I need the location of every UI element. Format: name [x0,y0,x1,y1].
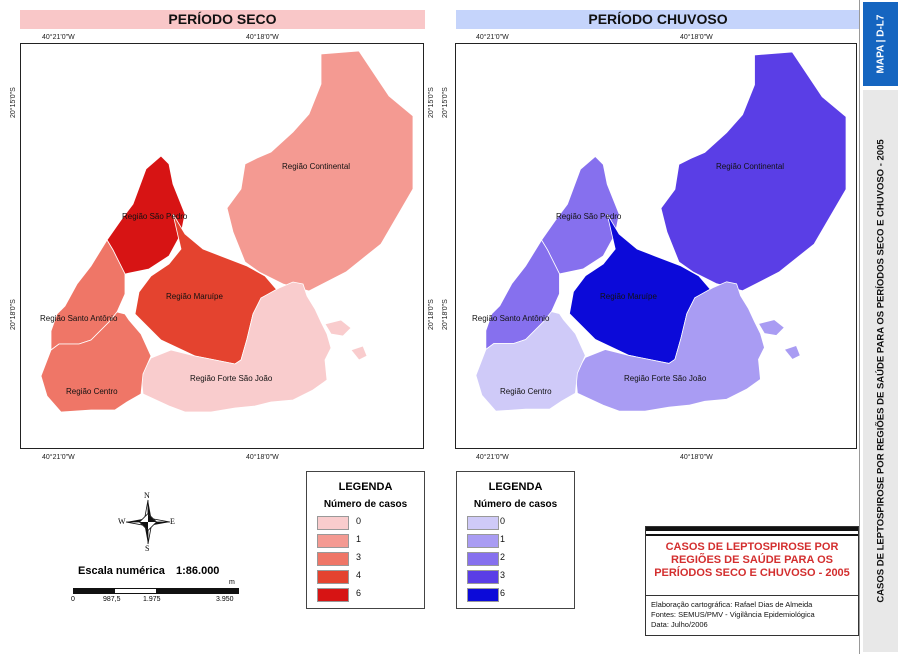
seco-legend-subtitle: Número de casos [323,499,408,510]
seco-region-sao-pedro [106,155,186,275]
chuvoso-legend-label-0: 0 [500,516,506,526]
seco-legend-title: LEGENDA [338,481,393,493]
seco-legend-label-4: 6 [356,588,362,598]
seco-tick-right-1: 20°15'0"S [428,87,435,118]
seco-map-svg [40,50,414,413]
chuvoso-legend-title: LEGENDA [488,481,543,493]
chuvoso-region-forte-sao-joao [574,281,765,412]
chuvoso-region-sao-pedro [541,155,620,275]
chuvoso-legend-label-2: 2 [500,552,506,562]
chuvoso-banner: PERÍODO CHUVOSO [456,10,860,29]
seco-legend-label-1: 1 [356,534,362,544]
chuvoso-tick-bottom-2: 40°18'0"W [680,454,713,461]
seco-legend-swatch-2 [317,552,349,566]
chuvoso-legend-label-4: 6 [500,588,506,598]
scale-bar [73,588,239,594]
seco-tick-right-2: 20°18'0"S [428,299,435,330]
chuvoso-tick-top-2: 40°18'0"W [680,34,713,41]
sidebar-long-title: CASOS DE LEPTOSPIROSE POR REGIÕES DE SAÚ… [875,139,886,603]
sidebar-map-code: MAPA | D-L7 [863,2,898,86]
chuvoso-legend: LEGENDA Número de casos 0 1 2 3 6 [456,471,575,609]
scale-tick-0: 0 [71,596,75,603]
chuvoso-legend-label-1: 1 [500,534,506,544]
chuvoso-region-centro [475,311,586,412]
compass-rose-icon [125,499,171,545]
seco-tick-top-2: 40°18'0"W [246,34,279,41]
compass-s: S [145,544,150,553]
map-code: MAPA | D-L7 [875,14,886,74]
seco-legend-swatch-4 [317,588,349,602]
chuvoso-legend-subtitle: Número de casos [473,499,558,510]
seco-legend-label-2: 3 [356,552,362,562]
chuvoso-label-continental: Região Continental [716,162,785,171]
chuvoso-tick-left-1: 20°15'0"S [442,87,449,118]
scale-tick-3: 3.950 [216,596,234,603]
chuvoso-tick-top-1: 40°21'0"W [476,34,509,41]
chuvoso-legend-swatch-0 [467,516,499,530]
chuvoso-legend-swatch-2 [467,552,499,566]
seco-tick-bottom-2: 40°18'0"W [246,454,279,461]
seco-legend-swatch-0 [317,516,349,530]
compass-w: W [118,517,126,526]
seco-label-maruipe: Região Maruípe [166,292,223,301]
credit-sources: Fontes: SEMUS/PMV - Vigilância Epidemiol… [651,610,815,619]
seco-legend: LEGENDA Número de casos 0 1 3 4 6 [306,471,425,609]
seco-label-centro: Região Centro [66,387,118,396]
north-arrow [118,492,178,552]
seco-legend-label-0: 0 [356,516,362,526]
seco-region-centro [40,311,152,413]
seco-map-frame [20,43,424,449]
scale-unit: m [229,579,235,586]
seco-legend-swatch-3 [317,570,349,584]
chuvoso-label-santo-antonio: Região Santo Antônio [472,314,550,323]
scale-tick-2: 1.975 [143,596,161,603]
chuvoso-legend-label-3: 3 [500,570,506,580]
seco-label-forte-sao-joao: Região Forte São João [190,374,273,383]
seco-tick-bottom-1: 40°21'0"W [42,454,75,461]
seco-tick-left-1: 20°15'0"S [10,87,17,118]
scale-label: Escala numérica [78,565,165,577]
chuvoso-map-frame [455,43,857,449]
chuvoso-label-centro: Região Centro [500,387,552,396]
credit-date: Data: Julho/2006 [651,620,708,629]
map-title-line-1: CASOS DE LEPTOSPIROSE POR [665,541,839,553]
chuvoso-island-1 [757,319,785,336]
scale-tick-1: 987,5 [103,596,121,603]
scale-value: 1:86.000 [176,565,220,577]
seco-tick-left-2: 20°18'0"S [10,299,17,330]
chuvoso-title: PERÍODO CHUVOSO [588,11,728,27]
seco-legend-label-3: 4 [356,570,362,580]
seco-region-continental [226,50,414,292]
chuvoso-region-continental [660,51,847,292]
chuvoso-map-svg [475,51,847,412]
chuvoso-label-maruipe: Região Maruípe [600,292,657,301]
map-title-line-3: PERÍODOS SECO E CHUVOSO - 2005 [654,567,850,579]
seco-title: PERÍODO SECO [168,11,277,27]
chuvoso-tick-left-2: 20°18'0"S [442,299,449,330]
seco-label-continental: Região Continental [282,162,351,171]
compass-n: N [144,491,150,500]
sidebar-title-strip: CASOS DE LEPTOSPIROSE POR REGIÕES DE SAÚ… [863,90,898,652]
seco-island-1 [324,319,352,337]
map-title-line-2: REGIÕES DE SAÚDE PARA OS [671,554,833,566]
seco-region-forte-sao-joao [140,281,332,413]
map-title: CASOS DE LEPTOSPIROSE POR REGIÕES DE SAÚ… [648,541,856,580]
seco-label-santo-antonio: Região Santo Antônio [40,314,118,323]
credit-author: Elaboração cartográfica: Rafael Dias de … [651,600,813,609]
chuvoso-island-2 [783,345,801,360]
chuvoso-legend-swatch-1 [467,534,499,548]
seco-label-sao-pedro: Região São Pedro [122,212,188,221]
seco-banner: PERÍODO SECO [20,10,425,29]
chuvoso-label-sao-pedro: Região São Pedro [556,212,622,221]
chuvoso-legend-swatch-4 [467,588,499,602]
chuvoso-label-forte-sao-joao: Região Forte São João [624,374,707,383]
compass-e: E [170,517,175,526]
seco-tick-top-1: 40°21'0"W [42,34,75,41]
chuvoso-tick-bottom-1: 40°21'0"W [476,454,509,461]
map-title-box: CASOS DE LEPTOSPIROSE POR REGIÕES DE SAÚ… [645,526,859,636]
seco-legend-swatch-1 [317,534,349,548]
chuvoso-legend-swatch-3 [467,570,499,584]
seco-island-2 [350,345,368,361]
